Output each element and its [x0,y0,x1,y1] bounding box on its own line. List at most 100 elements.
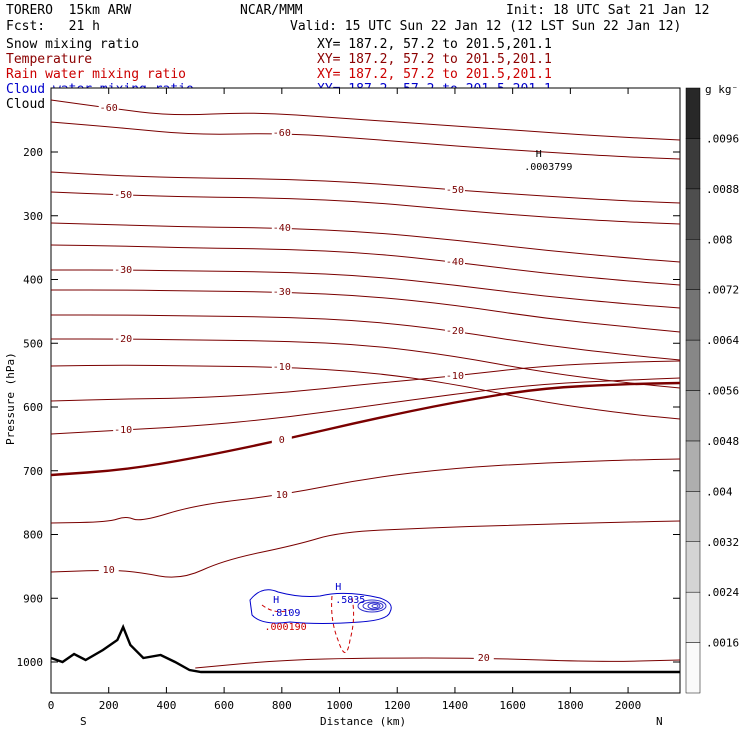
contour-line [50,458,681,524]
cloud-water-contour [367,602,381,610]
rain-contour [261,604,291,613]
x-end-label-left: S [80,715,87,728]
contour-label-bg [113,189,134,200]
contour-line [51,314,681,361]
colorbar-unit: g kg⁻¹ [705,83,740,96]
rain-contour [331,595,355,653]
init-time: Init: 18 UTC Sat 21 Jan 12 [506,3,710,18]
contour-line [50,121,681,160]
y-tick-label: 900 [23,592,43,605]
contour-label-bg [444,325,465,336]
colorbar-swatch [685,138,701,190]
colorbar-swatch [685,591,701,643]
contour-line [50,364,681,420]
colorbar-swatch [685,541,701,593]
contour-label-bg [271,361,292,372]
contour-label: -30 [273,287,291,298]
annotations: H .0003799 H .8109 .000190 H .5835 [265,149,573,633]
y-tick-label: 700 [23,465,43,478]
x-tick-label: 600 [214,699,234,712]
terrain-line [50,623,680,674]
cloud-water-contour [362,601,384,611]
contour-label: 10 [276,490,288,501]
contour-label: -20 [114,334,132,345]
contour-label: -30 [114,265,132,276]
colorbar-tick-label: .008 [706,233,733,246]
contour-label-bg [271,489,292,500]
contour-label-bg [98,564,119,575]
colorbar-swatch [685,642,701,694]
contour-line [50,222,681,263]
contour-label-bg [113,333,134,344]
colorbar-swatch [685,390,701,442]
contour-label: -40 [446,257,464,268]
contour-label-bg [444,184,465,195]
y-tick-label: 400 [23,274,43,287]
colorbar-swatch [685,289,701,341]
field-name: Snow mixing ratio [6,37,139,52]
contour-label: -60 [100,103,118,114]
x-tick-label: 1600 [499,699,526,712]
plot-frame [50,87,681,694]
colorbar: .0016 .0024 .0032 .004 .0048 .0056 .0064 .0072.… [685,87,739,694]
colorbar-tick-label: .0024 [706,586,739,599]
x-tick-label: 400 [156,699,176,712]
contour-line [50,520,681,578]
max-value: .000190 [265,622,307,633]
colorbar-tick-label: .0088 [706,183,739,196]
y-axis-label: Pressure (hPa) [4,352,17,445]
colorbar-tick-label: .0096 [706,132,739,145]
colorbar-swatch [685,188,701,240]
y-tick-label: 300 [23,210,43,223]
x-tick-label: 2000 [615,699,642,712]
field-xy-range: XY= 187.2, 57.2 to 201.5,201.1 [317,52,552,67]
field-name: Rain water mixing ratio [6,67,186,82]
colorbar-swatch [685,339,701,391]
contour-label: -60 [273,128,291,139]
contour-label-bg [271,286,292,297]
contour-label-bg [444,370,465,381]
contour-label-bg [444,256,465,267]
max-marker: H [335,582,341,593]
temperature-contours: -60 -60 -50 -50 -40 -40 -30 -30 -20 -20 -10 -10 -10 0… [50,99,681,669]
cloud-contours [249,589,392,653]
contour-line [50,360,681,402]
y-tick-label: 200 [23,146,43,159]
contour-label-bg [113,264,134,275]
colorbar-swatch [685,239,701,290]
x-tick-label: 200 [99,699,119,712]
contour-label: -50 [114,190,132,201]
contour-label-bg [473,652,494,663]
max-value: .0003799 [524,162,572,173]
x-tick-label: 1800 [557,699,584,712]
cloud-water-contour [357,599,387,613]
field-xy-range: XY= 187.2, 57.2 to 201.5,201.1 [317,67,552,82]
colorbar-tick-label: .004 [706,485,733,498]
valid-time: Valid: 15 UTC Sun 22 Jan 12 (12 LST Sun … [290,19,681,34]
x-tick-label: 1400 [442,699,469,712]
field-xy-range: XY= 187.2, 57.2 to 201.5,201.1 [317,37,552,52]
contour-line [50,171,681,204]
colorbar-tick-label: .0064 [706,334,739,347]
x-end-label-right: N [656,715,663,728]
x-axis: 0 200 400 600 800 1000 1200 1400 1600 1800 2000 [48,88,642,712]
contour-label: 10 [103,565,115,576]
contour-label-bg [271,222,292,233]
forecast-hour: Fcst: 21 h [6,19,100,34]
colorbar-tick-label: .0016 [706,637,739,650]
max-marker: H [273,595,279,606]
center-title: NCAR/MMM [240,3,303,18]
colorbar-tick-label: .0056 [706,385,739,398]
max-marker: H [536,149,542,160]
contour-line [50,381,681,477]
colorbar-tick-label: .0032 [706,536,739,549]
contour-label: -40 [273,223,291,234]
y-tick-label: 600 [23,401,43,414]
y-tick-label: 800 [23,529,43,542]
x-axis-label: Distance (km) [320,715,406,728]
colorbar-tick-label: .0072 [706,284,739,297]
contour-label: -10 [114,425,132,436]
x-tick-label: 1200 [384,699,411,712]
